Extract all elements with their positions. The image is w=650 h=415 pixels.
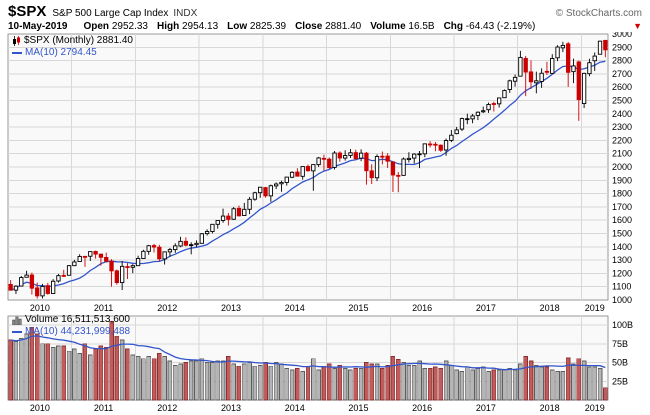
open-label: Open bbox=[83, 21, 110, 32]
change-value: -64.43 (-2.19%) bbox=[465, 21, 536, 32]
year-axis-label: 2010 bbox=[30, 303, 50, 313]
volume-axis-tick: 100B bbox=[612, 320, 633, 330]
price-axis-tick: 2600 bbox=[612, 82, 632, 92]
volume-axis-tick: 25B bbox=[612, 376, 628, 386]
high-value: 2954.13 bbox=[181, 21, 219, 32]
price-axis-tick: 3000 bbox=[612, 32, 632, 39]
year-axis-label: 2012 bbox=[157, 303, 177, 313]
price-axis-tick: 2100 bbox=[612, 149, 632, 159]
change-label: Chg bbox=[443, 21, 464, 32]
close-value: 2881.40 bbox=[325, 21, 362, 32]
price-axis-tick: 1100 bbox=[612, 282, 631, 292]
price-axis-tick: 1400 bbox=[612, 242, 632, 252]
quote-field-close: Close 2881.40 bbox=[295, 21, 361, 32]
symbol-name: S&P 500 Large Cap Index bbox=[52, 8, 169, 19]
low-label: Low bbox=[227, 21, 248, 32]
year-axis-label: 2019 bbox=[585, 303, 605, 313]
volume-chart: 100B 75B 50B 25B 2010 2011 2012 2013 2014 2015 201… bbox=[7, 315, 633, 413]
quote-line: 10-May-2019 Open 2952.33 High 2954.13 Lo… bbox=[8, 21, 642, 32]
low-value: 2825.39 bbox=[249, 21, 287, 32]
volume-chart-panel: 100B 75B 50B 25B 2010 2011 2012 2013 2014 2015 201… bbox=[0, 314, 650, 414]
price-axis-tick: 2400 bbox=[612, 109, 632, 119]
quote-field-volume: Volume 16.5B bbox=[370, 21, 434, 32]
price-axis-tick: 1600 bbox=[612, 215, 632, 225]
year-axis-label: 2013 bbox=[221, 303, 241, 313]
volume-axis-tick: 75B bbox=[612, 339, 628, 349]
quote-date: 10-May-2019 bbox=[8, 21, 68, 32]
year-axis-label: 2012 bbox=[157, 403, 177, 413]
open-value: 2952.33 bbox=[111, 21, 148, 32]
price-axis-tick: 2800 bbox=[612, 56, 632, 66]
price-axis-tick: 1900 bbox=[612, 175, 632, 185]
price-chart: 1000 1100 1200 1300 1400 1500 1600 1700 1800 1900… bbox=[7, 32, 632, 313]
quote-field-low: Low 2825.39 bbox=[227, 21, 286, 32]
price-chart-panel: 1000 1100 1200 1300 1400 1500 1600 1700 1800 1900… bbox=[0, 32, 650, 314]
price-axis-tick: 2700 bbox=[612, 69, 632, 79]
volume-bars bbox=[8, 320, 608, 401]
price-axis-tick: 1200 bbox=[612, 268, 632, 278]
year-axis-label: 2014 bbox=[285, 403, 305, 413]
volume-label: Volume bbox=[370, 21, 406, 32]
quote-field-open: Open 2952.33 bbox=[83, 21, 148, 32]
volume-value: 16.5B bbox=[408, 21, 435, 32]
price-axis-tick: 2300 bbox=[612, 122, 632, 132]
price-axis-tick: 1800 bbox=[612, 189, 632, 199]
price-axis-tick: 1000 bbox=[612, 295, 632, 305]
symbol: $SPX bbox=[8, 3, 47, 20]
year-axis-label: 2018 bbox=[540, 303, 560, 313]
quote-field-high: High 2954.13 bbox=[157, 21, 218, 32]
year-axis-label: 2016 bbox=[412, 403, 432, 413]
change-down-arrow-icon: ▼ bbox=[633, 21, 642, 31]
price-axis-tick: 2500 bbox=[612, 96, 632, 106]
price-axis-tick: 2200 bbox=[612, 135, 632, 145]
price-axis-tick: 2000 bbox=[612, 162, 632, 172]
year-axis-label: 2015 bbox=[348, 303, 368, 313]
year-axis-label: 2019 bbox=[585, 403, 605, 413]
candles bbox=[8, 39, 608, 299]
volume-axis-tick: 50B bbox=[612, 358, 628, 368]
price-axis-tick: 1700 bbox=[612, 202, 632, 212]
price-axis-tick: 1300 bbox=[612, 255, 632, 265]
copyright: © StockCharts.com bbox=[555, 8, 642, 19]
year-axis-label: 2010 bbox=[30, 403, 50, 413]
year-axis-label: 2018 bbox=[540, 403, 560, 413]
price-axis-tick: 1500 bbox=[612, 229, 632, 239]
title-row: $SPX S&P 500 Large Cap Index INDX © Stoc… bbox=[8, 3, 642, 20]
year-axis-label: 2013 bbox=[221, 403, 241, 413]
price-axis-tick: 2900 bbox=[612, 42, 632, 52]
close-label: Close bbox=[295, 21, 323, 32]
volume-ma-line bbox=[10, 335, 606, 371]
year-axis-label: 2016 bbox=[412, 303, 432, 313]
year-axis-label: 2014 bbox=[285, 303, 305, 313]
year-axis-label: 2011 bbox=[94, 403, 113, 413]
high-label: High bbox=[156, 21, 180, 32]
year-axis-label: 2015 bbox=[348, 403, 368, 413]
exchange-label: INDX bbox=[173, 8, 198, 19]
chart-header: $SPX S&P 500 Large Cap Index INDX © Stoc… bbox=[0, 0, 650, 32]
year-axis-label: 2017 bbox=[476, 403, 496, 413]
year-axis-label: 2011 bbox=[94, 303, 113, 313]
year-axis-label: 2017 bbox=[476, 303, 496, 313]
quote-field-change: Chg -64.43 (-2.19%) bbox=[444, 21, 536, 32]
